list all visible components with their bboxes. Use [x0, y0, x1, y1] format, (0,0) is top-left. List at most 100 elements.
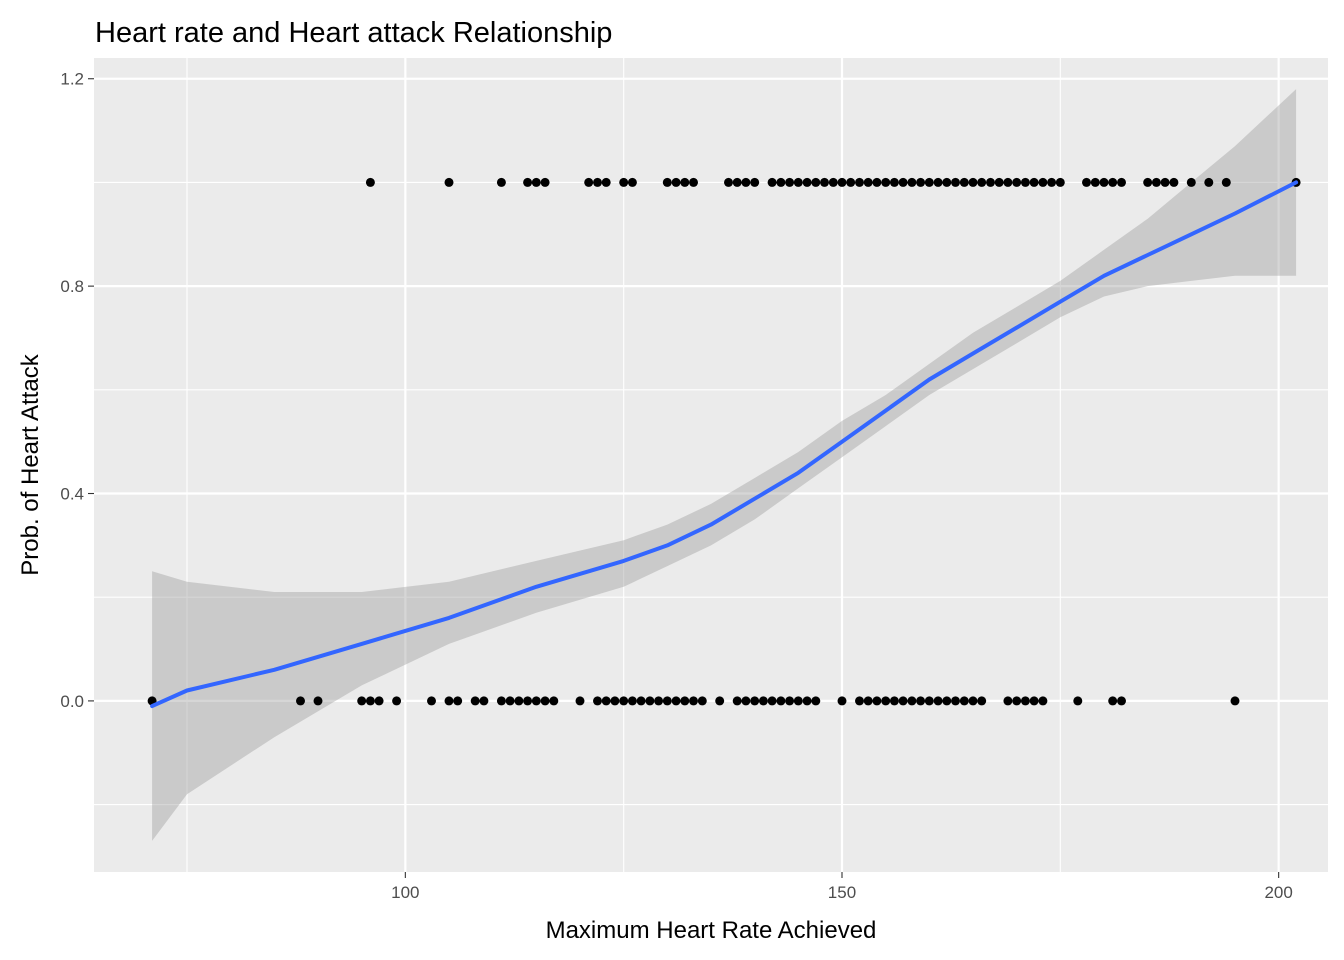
data-point — [942, 177, 952, 187]
data-point — [374, 696, 384, 706]
data-point — [540, 177, 550, 187]
data-point — [793, 696, 803, 706]
data-point — [662, 177, 672, 187]
data-point — [540, 696, 550, 706]
data-point — [732, 177, 742, 187]
data-point — [1099, 177, 1109, 187]
data-point — [531, 177, 541, 187]
data-point — [732, 696, 742, 706]
data-point — [1151, 177, 1161, 187]
y-tick-label: 0.8 — [60, 277, 84, 296]
data-point — [828, 177, 838, 187]
data-point — [1082, 177, 1091, 187]
data-point — [313, 696, 323, 706]
x-axis-title: Maximum Heart Rate Achieved — [546, 917, 877, 944]
data-point — [907, 696, 917, 706]
data-point — [627, 696, 637, 706]
data-point — [994, 177, 1004, 187]
data-point — [855, 177, 864, 187]
data-point — [593, 177, 602, 187]
data-point — [427, 696, 436, 706]
data-point — [680, 177, 690, 187]
y-tick-label: 0.0 — [60, 692, 84, 711]
data-point — [505, 696, 515, 706]
chart-title: Heart rate and Heart attack Relationship — [95, 17, 612, 49]
data-point — [968, 696, 978, 706]
data-point — [1029, 177, 1039, 187]
data-point — [776, 177, 786, 187]
data-point — [610, 696, 620, 706]
data-point — [584, 177, 594, 187]
data-point — [741, 696, 751, 706]
data-point — [479, 696, 489, 706]
data-point — [575, 696, 585, 706]
data-point — [872, 177, 882, 187]
data-point — [820, 177, 829, 187]
data-point — [627, 177, 637, 187]
data-point — [750, 696, 760, 706]
data-point — [496, 177, 506, 187]
minor-grid — [94, 58, 1328, 872]
data-point — [802, 696, 812, 706]
data-point — [619, 696, 629, 706]
data-point — [776, 696, 786, 706]
data-point — [296, 696, 305, 706]
data-point — [1117, 177, 1126, 187]
data-point — [1230, 696, 1240, 706]
data-point — [846, 177, 856, 187]
data-points — [147, 177, 1301, 706]
data-point — [724, 177, 733, 187]
data-point — [977, 177, 987, 187]
data-point — [1020, 177, 1030, 187]
data-point — [523, 696, 533, 706]
x-tick-label: 200 — [1264, 883, 1292, 902]
x-axis: 100 150 200 — [391, 872, 1293, 902]
data-point — [872, 696, 882, 706]
plot-panel — [94, 58, 1328, 872]
data-point — [601, 696, 611, 706]
data-point — [881, 696, 891, 706]
data-point — [697, 696, 707, 706]
data-point — [767, 177, 777, 187]
y-axis: 0.0 0.4 0.8 1.2 — [60, 70, 94, 711]
data-point — [1160, 177, 1170, 187]
data-point — [863, 177, 873, 187]
data-point — [889, 696, 899, 706]
data-point — [1055, 177, 1065, 187]
y-axis-title: Prob. of Heart Attack — [17, 353, 44, 575]
data-point — [1003, 696, 1013, 706]
data-point — [793, 177, 803, 187]
data-point — [907, 177, 917, 187]
data-point — [889, 177, 899, 187]
data-point — [837, 177, 847, 187]
data-point — [1204, 177, 1214, 187]
x-tick-label: 150 — [828, 883, 856, 902]
data-point — [1020, 696, 1030, 706]
data-point — [357, 696, 367, 706]
data-point — [715, 696, 725, 706]
data-point — [933, 177, 943, 187]
data-point — [898, 177, 908, 187]
y-tick-label: 0.4 — [60, 485, 84, 504]
data-point — [968, 177, 978, 187]
data-point — [1090, 177, 1100, 187]
data-point — [654, 696, 664, 706]
data-point — [951, 177, 960, 187]
data-point — [470, 696, 480, 706]
data-point — [1012, 177, 1022, 187]
data-point — [1012, 696, 1022, 706]
data-point — [811, 696, 821, 706]
data-point — [750, 177, 760, 187]
data-point — [916, 177, 926, 187]
data-point — [1221, 177, 1231, 187]
data-point — [1029, 696, 1039, 706]
data-point — [662, 696, 672, 706]
data-point — [977, 696, 987, 706]
data-point — [365, 696, 375, 706]
data-point — [802, 177, 812, 187]
data-point — [549, 696, 559, 706]
data-point — [785, 696, 795, 706]
data-point — [811, 177, 821, 187]
data-point — [959, 696, 969, 706]
